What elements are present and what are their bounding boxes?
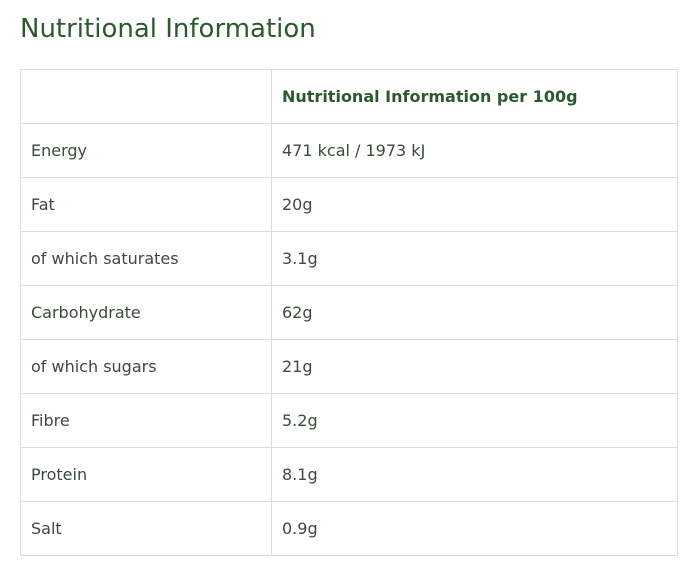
table-row: of which saturates 3.1g — [20, 231, 678, 286]
nutrient-name: Fat — [20, 177, 272, 232]
nutrient-value: 471 kcal / 1973 kJ — [271, 123, 678, 178]
nutrient-value: 3.1g — [271, 231, 678, 286]
nutrient-name: of which saturates — [20, 231, 272, 286]
nutrient-value: 0.9g — [271, 501, 678, 556]
nutrient-value: 5.2g — [271, 393, 678, 448]
nutrient-value: 21g — [271, 339, 678, 394]
table-row: Fibre 5.2g — [20, 393, 678, 448]
table-row: Salt 0.9g — [20, 501, 678, 556]
table-row: Fat 20g — [20, 177, 678, 232]
table-row: Energy 471 kcal / 1973 kJ — [20, 123, 678, 178]
nutrient-value: 8.1g — [271, 447, 678, 502]
nutrient-name: Protein — [20, 447, 272, 502]
nutrient-value: 20g — [271, 177, 678, 232]
title: Nutritional Information — [20, 14, 316, 44]
nutrition-table: Nutritional Information per 100g Energy 4… — [20, 69, 678, 556]
table-row: Protein 8.1g — [20, 447, 678, 502]
nutrient-name: of which sugars — [20, 339, 272, 394]
table-row: Carbohydrate 62g — [20, 285, 678, 340]
empty-cell — [20, 69, 272, 124]
header-row: Nutritional Information per 100g — [20, 69, 678, 124]
nutrient-name: Fibre — [20, 393, 272, 448]
column-header: Nutritional Information per 100g — [271, 69, 678, 124]
table-row: of which sugars 21g — [20, 339, 678, 394]
nutrient-name: Energy — [20, 123, 272, 178]
nutrient-name: Salt — [20, 501, 272, 556]
nutrient-name: Carbohydrate — [20, 285, 272, 340]
nutrient-value: 62g — [271, 285, 678, 340]
table-body: Nutritional Information per 100g Energy 4… — [20, 69, 678, 556]
